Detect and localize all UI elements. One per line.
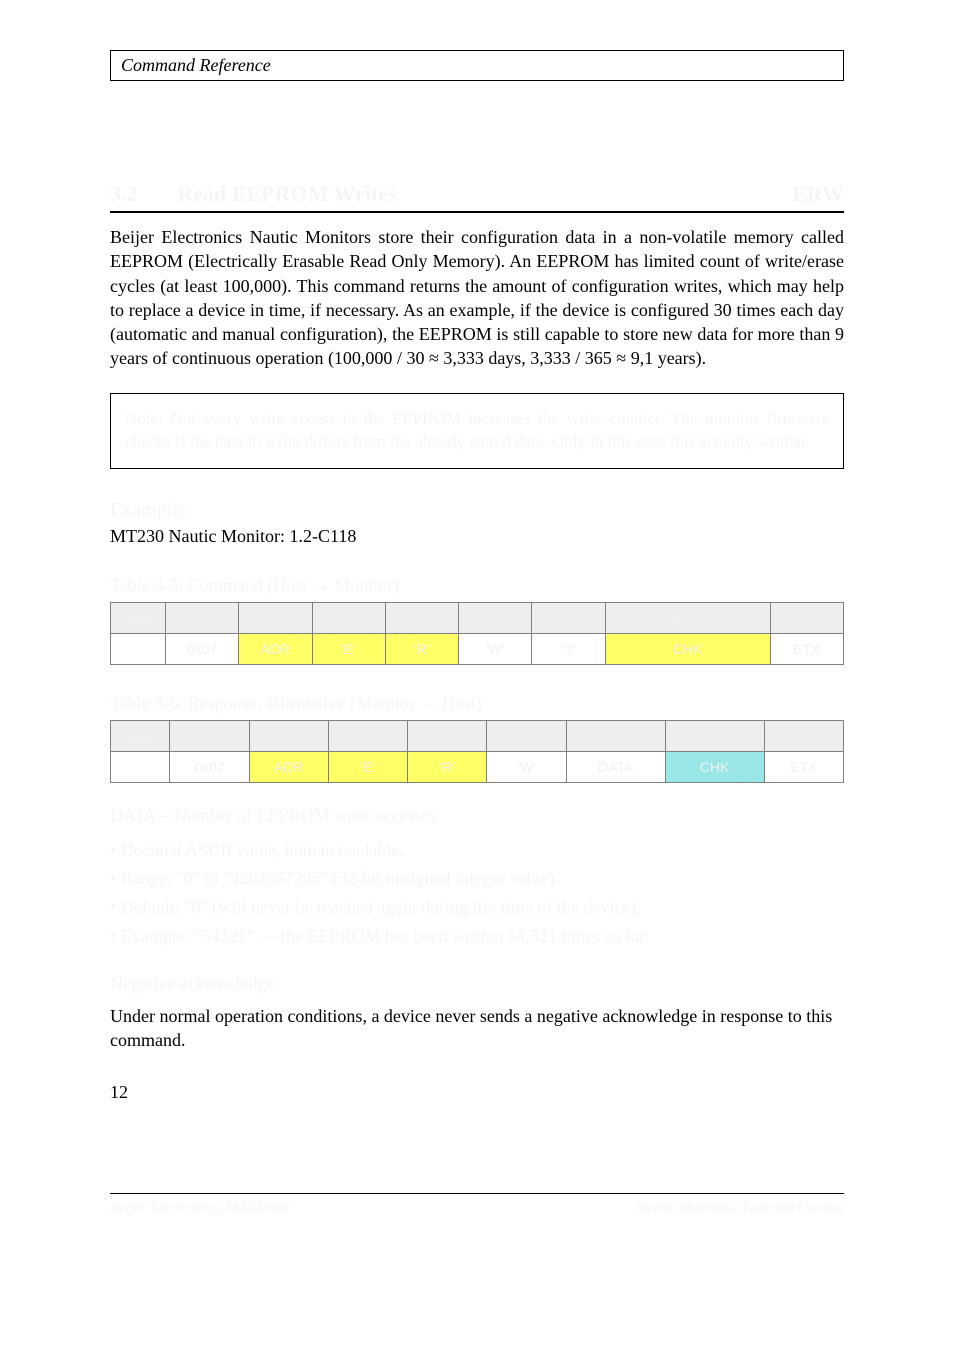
footer-right: Nautic Monitors: External Control: [635, 1200, 844, 1217]
param-item: • Default: "0" (will never be reached ag…: [110, 893, 844, 922]
table2-header-row: Byte 0 1 2 3 4 5…n-3 n-3…n-1 n: [111, 720, 844, 751]
response-table: Byte 0 1 2 3 4 5…n-3 n-3…n-1 n 0x07 ADR …: [110, 720, 844, 783]
t1-h6: 5: [532, 602, 605, 633]
main-paragraph: Beijer Electronics Nautic Monitors store…: [110, 225, 844, 371]
command-table: Byte 0 1 2 3 4 5 6…7 8 0x07 ADR 'E' 'R' …: [110, 602, 844, 665]
param-item: • Example: "54321" — the EEPROM has been…: [110, 922, 844, 951]
table2-data-row: 0x07 ADR 'E' 'R' 'W' DATA CHK ETX: [111, 751, 844, 782]
t1-d6: '?': [532, 633, 605, 664]
t1-d1: 0x07: [165, 633, 238, 664]
t2-h5: 4: [487, 720, 566, 751]
t1-h5: 4: [459, 602, 532, 633]
t2-h0: Byte: [111, 720, 170, 751]
t1-d5: 'W': [459, 633, 532, 664]
t2-d6: DATA: [566, 751, 665, 782]
data-param-list: • Decimal ASCII value, human readable. •…: [110, 836, 844, 951]
table1-data-row: 0x07 ADR 'E' 'R' 'W' '?' CHK ETX: [111, 633, 844, 664]
running-header-box: Command Reference: [110, 50, 844, 81]
table1-caption: Table 3-5: Command (Host → Monitor): [110, 575, 844, 596]
section-code: ERW: [792, 181, 844, 207]
t1-d3: 'E': [312, 633, 385, 664]
t1-h1: 0: [165, 602, 238, 633]
t1-h8: 8: [770, 602, 843, 633]
t2-d1: 0x07: [170, 751, 249, 782]
t2-d5: 'W': [487, 751, 566, 782]
t2-d8: ETX: [764, 751, 843, 782]
section-title: Read EEPROM Writes: [178, 181, 397, 207]
t2-h2: 1: [249, 720, 328, 751]
t2-h8: n: [764, 720, 843, 751]
table1-header-row: Byte 0 1 2 3 4 5 6…7 8: [111, 602, 844, 633]
running-header-text: Command Reference: [121, 55, 271, 75]
section-number: 3.2: [110, 181, 138, 207]
section-heading: 3.2 Read EEPROM Writes ERW: [110, 181, 844, 213]
t2-d3: 'E': [328, 751, 407, 782]
neg-ack-paragraph: Under normal operation conditions, a dev…: [110, 1004, 844, 1053]
note-box: Note: Not every write access to the EEPR…: [110, 393, 844, 469]
t1-h3: 2: [312, 602, 385, 633]
param-item: • Range: "0" to "4294967295" (32-bit uns…: [110, 864, 844, 893]
t1-h0: Byte: [111, 602, 166, 633]
t1-d4: 'R': [385, 633, 458, 664]
data-param-label: DATA – Number of EEPROM write accesses: [110, 805, 844, 826]
param-item: • Decimal ASCII value, human readable.: [110, 836, 844, 865]
page: Command Reference 3.2 Read EEPROM Writes…: [0, 0, 954, 1277]
page-number: 12: [110, 1082, 844, 1103]
table2-caption: Table 3-6: Response, affirmative (Monito…: [110, 693, 844, 714]
t2-h6: 5…n-3: [566, 720, 665, 751]
page-footer: Beijer Electronics, MAEN986 Nautic Monit…: [110, 1193, 844, 1217]
t1-d2: ADR: [239, 633, 312, 664]
footer-left: Beijer Electronics, MAEN986: [110, 1200, 289, 1217]
t1-h2: 1: [239, 602, 312, 633]
t1-h4: 3: [385, 602, 458, 633]
neg-ack-label: Negative acknowledge: [110, 973, 844, 994]
t2-h4: 3: [408, 720, 487, 751]
t2-d7: CHK: [665, 751, 764, 782]
t2-d4: 'R': [408, 751, 487, 782]
example-label: Example:: [110, 499, 844, 522]
t2-h3: 2: [328, 720, 407, 751]
t1-d8: ETX: [770, 633, 843, 664]
t2-d0: [111, 751, 170, 782]
example-line: MT230 Nautic Monitor: 1.2-C118: [110, 526, 844, 547]
t1-d7: CHK: [605, 633, 770, 664]
t2-d2: ADR: [249, 751, 328, 782]
t1-d0: [111, 633, 166, 664]
t2-h7: n-3…n-1: [665, 720, 764, 751]
t1-h7: 6…7: [605, 602, 770, 633]
t2-h1: 0: [170, 720, 249, 751]
